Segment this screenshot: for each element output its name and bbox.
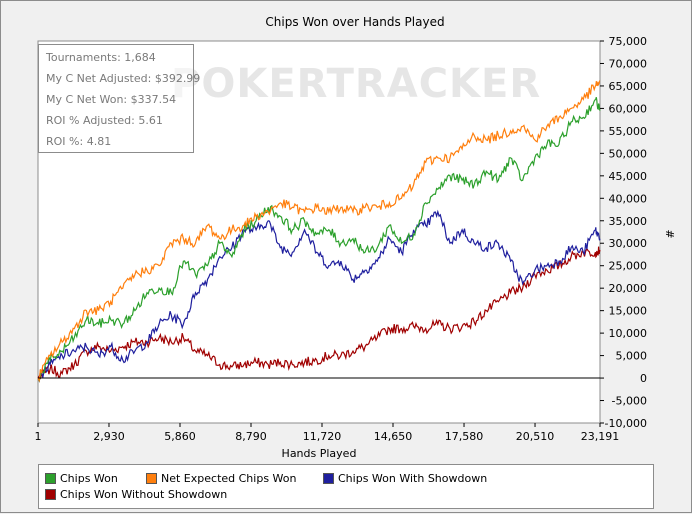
stat-roi-adjusted: ROI % Adjusted: 5.61 — [46, 114, 163, 127]
y-tick-label: 50,000 — [609, 147, 648, 160]
legend-swatch — [45, 489, 56, 500]
y-tick-label: 0 — [640, 372, 647, 385]
y-tick-label: 70,000 — [609, 57, 648, 70]
legend-item-with-showdown: Chips Won With Showdown — [323, 472, 487, 485]
x-tick-label: 2,930 — [93, 430, 125, 443]
y-tick-label: 40,000 — [609, 192, 648, 205]
y-tick-label: 20,000 — [609, 282, 648, 295]
pokertracker-watermark: POKERTRACKER — [171, 61, 542, 107]
y-tick-label: 45,000 — [609, 170, 648, 183]
x-axis-label: Hands Played — [282, 447, 357, 460]
x-tick-label: 23,191 — [581, 430, 620, 443]
stat-net-won: My C Net Won: $337.54 — [46, 93, 177, 106]
series-line — [37, 80, 601, 383]
x-tick-label: 20,510 — [516, 430, 555, 443]
x-tick-label: 1 — [35, 430, 42, 443]
stat-net-adjusted: My C Net Adjusted: $392.99 — [46, 72, 201, 85]
legend-label: Net Expected Chips Won — [161, 472, 297, 485]
x-tick-label: 14,650 — [374, 430, 413, 443]
series-line — [37, 246, 601, 380]
y-tick-label: 35,000 — [609, 215, 648, 228]
series-line — [37, 209, 601, 383]
y-tick-label: 55,000 — [609, 125, 648, 138]
y-tick-label: 75,000 — [609, 35, 648, 48]
y-axis-label: # — [663, 229, 676, 238]
legend-label: Chips Won — [60, 472, 118, 485]
legend-item-net-expected: Net Expected Chips Won — [146, 472, 296, 485]
stat-tournaments: Tournaments: 1,684 — [46, 51, 156, 64]
y-tick-label: 25,000 — [609, 260, 648, 273]
stats-box: Tournaments: 1,684 My C Net Adjusted: $3… — [38, 44, 200, 153]
legend-item-chips-won: Chips Won — [45, 472, 118, 485]
y-tick-label: -5,000 — [612, 395, 647, 408]
y-tick-label: 60,000 — [609, 102, 648, 115]
x-tick-label: 8,790 — [235, 430, 267, 443]
y-tick-label: 15,000 — [609, 305, 648, 318]
legend-label: Chips Won With Showdown — [338, 472, 488, 485]
axis-layer: 75,000 70,000 65,000 60,000 55,000 50,000 45,0… — [35, 35, 648, 443]
y-tick-label: 10,000 — [609, 327, 648, 340]
legend-item-without-showdown: Chips Won Without Showdown — [45, 488, 227, 501]
chart-legend: Chips Won Net Expected Chips Won Chips W… — [38, 464, 654, 509]
chart-title: Chips Won over Hands Played — [265, 15, 444, 29]
x-tick-label: 11,720 — [303, 430, 342, 443]
legend-swatch — [323, 473, 334, 484]
y-tick-label: 5,000 — [616, 350, 648, 363]
legend-label: Chips Won Without Showdown — [60, 488, 228, 501]
y-tick-label: -10,000 — [605, 417, 647, 430]
x-tick-label: 5,860 — [164, 430, 196, 443]
legend-swatch — [45, 473, 56, 484]
series-line — [37, 97, 601, 383]
x-tick-label: 17,580 — [445, 430, 484, 443]
series-layer — [37, 80, 601, 383]
y-tick-label: 65,000 — [609, 80, 648, 93]
legend-swatch — [146, 473, 157, 484]
y-tick-label: 30,000 — [609, 237, 648, 250]
stat-roi: ROI %: 4.81 — [46, 135, 112, 148]
